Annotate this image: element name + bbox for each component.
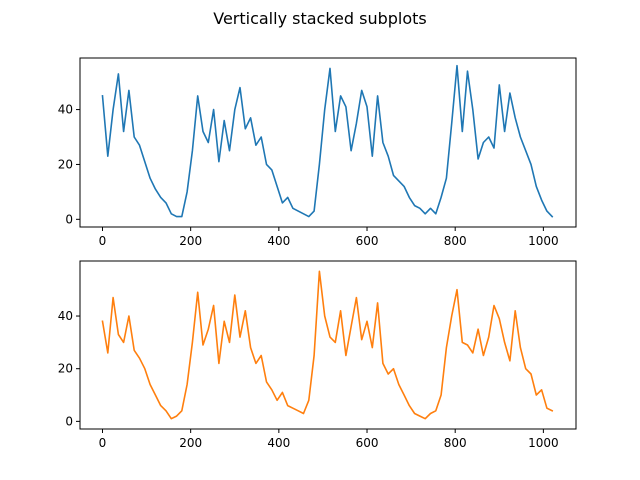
top-x-tick-label-400: 400	[267, 234, 290, 248]
bottom-x-tick-label-1000: 1000	[528, 436, 559, 450]
top-y-tick-label-20: 20	[58, 157, 73, 171]
figure-title: Vertically stacked subplots	[213, 9, 427, 28]
bottom-y-tick-label-40: 40	[58, 309, 73, 323]
top-subplot: 0 200 400 600 800 1000 0 20 40	[58, 57, 577, 248]
bottom-x-tick-label-800: 800	[444, 436, 467, 450]
top-x-tick-label-800: 800	[444, 234, 467, 248]
top-x-tick-label-200: 200	[179, 234, 202, 248]
bottom-x-tick-label-200: 200	[179, 436, 202, 450]
bottom-y-tick-label-0: 0	[65, 414, 73, 428]
bottom-x-tick-label-600: 600	[356, 436, 379, 450]
top-y-tick-label-40: 40	[58, 103, 73, 117]
bottom-x-tick-label-0: 0	[99, 436, 107, 450]
bottom-y-tick-label-20: 20	[58, 362, 73, 376]
bottom-axes-frame	[79, 260, 577, 430]
top-y-tick-label-0: 0	[65, 212, 73, 226]
top-x-tick-label-1000: 1000	[528, 234, 559, 248]
bottom-subplot: 0 200 400 600 800 1000 0 20 40	[58, 260, 577, 450]
top-series-line-0	[101, 64, 554, 218]
bottom-x-tick-label-400: 400	[267, 436, 290, 450]
top-x-tick-label-600: 600	[356, 234, 379, 248]
top-axes-frame	[79, 57, 577, 228]
top-x-tick-label-0: 0	[99, 234, 107, 248]
bottom-series-line-0	[101, 270, 554, 420]
